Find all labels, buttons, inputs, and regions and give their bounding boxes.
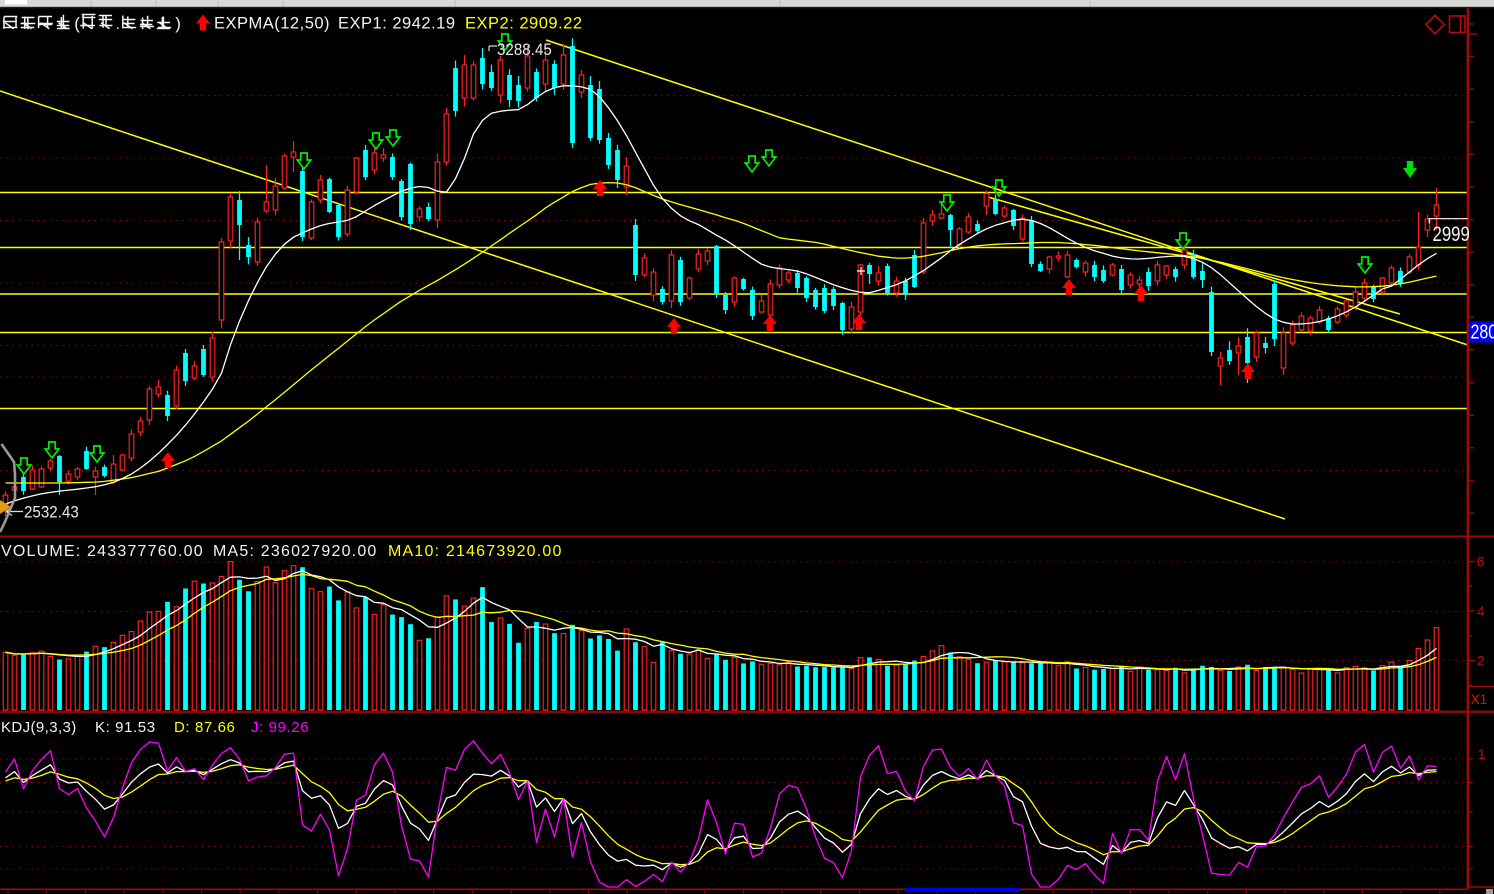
- svg-text:3288.45: 3288.45: [497, 41, 552, 59]
- svg-text:VOLUME: 243377760.00: VOLUME: 243377760.00: [1, 543, 204, 560]
- svg-text:(: (: [74, 14, 80, 33]
- svg-text:.: .: [116, 16, 120, 33]
- svg-text:EXP2: 2909.22: EXP2: 2909.22: [465, 15, 583, 33]
- svg-text:1: 1: [1478, 746, 1486, 762]
- svg-text:MA10: 214673920.00: MA10: 214673920.00: [388, 543, 563, 560]
- svg-text:4: 4: [1477, 603, 1485, 619]
- svg-text:6: 6: [1477, 554, 1485, 570]
- svg-text:EXPMA(12,50): EXPMA(12,50): [214, 15, 330, 33]
- svg-text:2: 2: [1477, 653, 1485, 669]
- svg-text:D: 87.66: D: 87.66: [174, 719, 236, 736]
- svg-text:2532.43: 2532.43: [24, 504, 79, 522]
- svg-text:280: 280: [1471, 321, 1494, 343]
- svg-text:KDJ(9,3,3): KDJ(9,3,3): [1, 719, 77, 736]
- svg-text:2999: 2999: [1433, 223, 1470, 246]
- svg-text:EXP1: 2942.19: EXP1: 2942.19: [338, 15, 456, 33]
- svg-text:MA5: 236027920.00: MA5: 236027920.00: [213, 543, 378, 560]
- svg-text:J: 99.26: J: 99.26: [251, 719, 309, 736]
- svg-text:): ): [175, 14, 181, 33]
- svg-text:K: 91.53: K: 91.53: [95, 719, 156, 736]
- svg-text:X1: X1: [1471, 692, 1488, 707]
